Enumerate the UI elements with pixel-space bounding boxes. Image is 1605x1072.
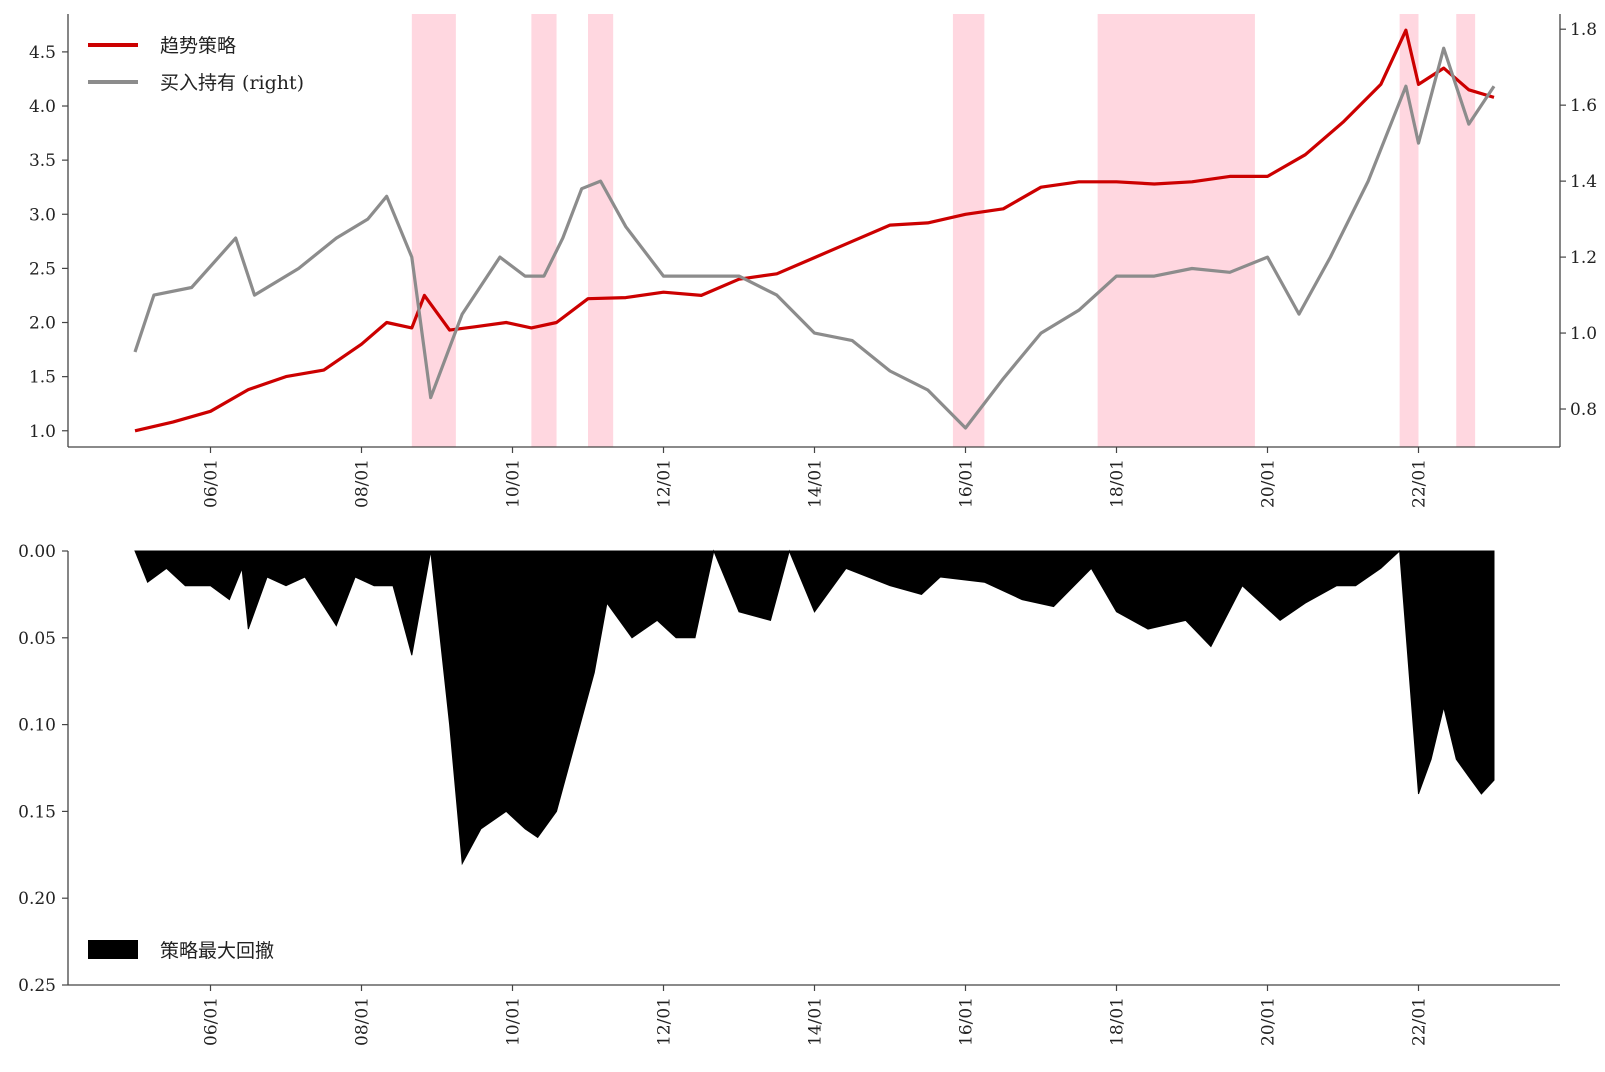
x-tick-label: 12/01 [655, 459, 675, 508]
x-tick-label: 18/01 [1108, 459, 1128, 508]
x-tick-label: 16/01 [957, 459, 977, 508]
bottom-y-tick-label: 0.25 [18, 976, 56, 996]
bottom-y-tick-label: 0.00 [18, 542, 56, 562]
left-y-tick-label: 4.0 [29, 97, 56, 117]
x-tick-label: 14/01 [806, 997, 826, 1046]
left-y-tick-label: 3.5 [29, 151, 56, 171]
drawdown-area [134, 549, 1495, 866]
x-tick-label: 10/01 [504, 459, 524, 508]
x-tick-label: 22/01 [1410, 459, 1430, 508]
shaded-period-3 [952, 14, 985, 447]
x-tick-label: 06/01 [202, 997, 222, 1046]
price-chart: 1.0 1.5 2.0 2.5 3.0 3.5 4.0 4.5 0.8 1.0 1.2 1.4 1.6… [29, 14, 1597, 508]
shaded-period-4 [1097, 14, 1255, 447]
legend-label-drawdown: 策略最大回撤 [160, 940, 274, 962]
strategy-line [134, 28, 1495, 433]
x-tick-label: 20/01 [1259, 459, 1279, 508]
left-y-ticks: 1.0 1.5 2.0 2.5 3.0 3.5 4.0 4.5 [29, 43, 68, 442]
price-legend: 趋势策略 买入持有 (right) [88, 35, 304, 94]
right-y-tick-label: 1.2 [1570, 248, 1597, 268]
shaded-period-2 [588, 14, 614, 447]
shaded-periods [411, 14, 1476, 447]
drawdown-area-group [134, 549, 1495, 866]
x-tick-label: 18/01 [1108, 997, 1128, 1046]
right-y-ticks: 0.8 1.0 1.2 1.4 1.6 1.8 [1560, 20, 1597, 420]
x-tick-label: 06/01 [202, 459, 222, 508]
right-y-tick-label: 1.6 [1570, 96, 1597, 116]
drawdown-legend: 策略最大回撤 [88, 940, 274, 962]
right-y-tick-label: 0.8 [1570, 400, 1597, 420]
x-tick-label: 22/01 [1410, 997, 1430, 1046]
bottom-y-tick-label: 0.10 [18, 716, 56, 736]
drawdown-chart: 0.00 0.05 0.10 0.15 0.20 0.25 06/01 08/01 10/01… [18, 542, 1560, 1046]
left-y-tick-label: 4.5 [29, 43, 56, 63]
top-x-ticks: 06/01 08/01 10/01 12/01 14/01 16/01 18/01 20/01… [202, 447, 1430, 508]
x-tick-label: 20/01 [1259, 997, 1279, 1046]
x-tick-label: 16/01 [957, 997, 977, 1046]
price-lines [133, 28, 1496, 433]
shaded-period-0 [411, 14, 456, 447]
x-tick-label: 08/01 [353, 459, 373, 508]
left-y-tick-label: 1.0 [29, 422, 56, 442]
left-y-tick-label: 1.5 [29, 368, 56, 388]
shaded-period-6 [1456, 14, 1476, 447]
bottom-y-tick-label: 0.15 [18, 802, 56, 822]
bottom-x-ticks: 06/01 08/01 10/01 12/01 14/01 16/01 18/01 20/01… [202, 985, 1430, 1046]
right-y-tick-label: 1.4 [1570, 172, 1597, 192]
buyhold-line [133, 46, 1496, 430]
bottom-y-ticks: 0.00 0.05 0.10 0.15 0.20 0.25 [18, 542, 68, 996]
legend-swatch-drawdown [88, 940, 138, 959]
right-y-tick-label: 1.0 [1570, 324, 1597, 344]
left-y-tick-label: 3.0 [29, 205, 56, 225]
legend-label-strategy: 趋势策略 [160, 35, 236, 57]
bottom-y-tick-label: 0.05 [18, 629, 56, 649]
right-y-tick-label: 1.8 [1570, 20, 1597, 40]
x-tick-label: 12/01 [655, 997, 675, 1046]
left-y-tick-label: 2.0 [29, 314, 56, 334]
shaded-period-1 [531, 14, 557, 447]
x-tick-label: 14/01 [806, 459, 826, 508]
left-y-tick-label: 2.5 [29, 259, 56, 279]
x-tick-label: 08/01 [353, 997, 373, 1046]
x-tick-label: 10/01 [504, 997, 524, 1046]
bottom-y-tick-label: 0.20 [18, 889, 56, 909]
legend-label-buyhold: 买入持有 (right) [160, 72, 304, 94]
